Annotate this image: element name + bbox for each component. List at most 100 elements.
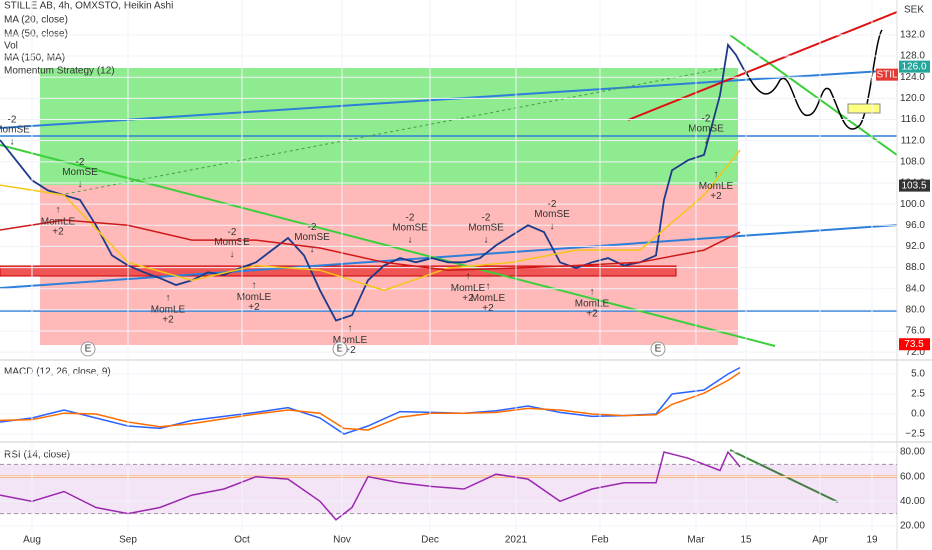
signal-arrow: ↑	[590, 287, 595, 298]
series-line	[0, 450, 741, 521]
signal-label: MomSE	[392, 223, 428, 234]
signal-arrow: ↑	[348, 323, 353, 334]
y-tick-label: 0.0	[911, 409, 925, 420]
signal-label: MomSE	[688, 124, 724, 135]
y-tick-label: 84.0	[906, 283, 926, 294]
signal-arrow: ↑	[486, 281, 491, 292]
ticker-label: STIL	[876, 69, 898, 80]
price-badge-label: 103.5	[901, 180, 926, 191]
x-tick-label: Oct	[234, 535, 250, 546]
price-badge	[899, 338, 930, 351]
signal-arrow: ↑	[56, 205, 61, 216]
signal-arrow: ↓	[310, 244, 315, 255]
y-tick-label: 80.0	[906, 305, 926, 316]
signal-label: MomLE	[451, 283, 486, 294]
signal-label: MomSE	[0, 125, 30, 136]
pane-title: MACD (12, 26, close, 9)	[4, 367, 111, 378]
y-tick-label: 96.0	[906, 220, 926, 231]
trend-line	[0, 69, 898, 129]
signal-label: MomLE	[471, 293, 506, 304]
series-line	[0, 42, 745, 322]
signal-label: MomSE	[62, 167, 98, 178]
legend-entry: MA (150, MA)	[4, 53, 65, 64]
signal-label: MomLE	[237, 292, 272, 303]
signal-label: MomLE	[333, 335, 368, 346]
signal-arrow: ↓	[10, 137, 15, 148]
signal-label: MomSE	[534, 209, 570, 220]
signal-count: +2	[586, 309, 598, 320]
rsi-band	[0, 464, 897, 514]
signal-arrow: ↓	[550, 221, 555, 232]
y-tick-label: 128.0	[900, 51, 925, 62]
trend-line	[0, 144, 776, 347]
trend-line	[627, 11, 898, 121]
price-badge-label: 126.0	[901, 61, 926, 72]
y-tick-label: 112.0	[901, 135, 926, 146]
legend-entry: Vol	[4, 41, 18, 52]
signal-arrow: ↓	[408, 235, 413, 246]
signal-count: -2	[308, 222, 317, 233]
legend-entry: MA (20, close)	[4, 15, 68, 26]
x-tick-label: 19	[866, 535, 878, 546]
signal-label: MomLE	[41, 217, 76, 228]
signal-label: MomLE	[151, 305, 186, 316]
currency: SEK	[904, 5, 924, 16]
short-zone	[40, 185, 738, 345]
y-tick-label: 76.0	[906, 326, 926, 337]
signal-count: +2	[162, 315, 174, 326]
y-tick-label: 2.5	[911, 389, 925, 400]
ticker-badge	[876, 68, 898, 81]
x-tick-label: 15	[740, 535, 752, 546]
signal-count: -2	[548, 199, 557, 210]
legend-entry: Momentum Strategy (12)	[4, 66, 115, 77]
pane-title: RSI (14, close)	[4, 450, 70, 461]
x-tick-label: Mar	[687, 535, 705, 546]
signal-arrow: ↓	[484, 235, 489, 246]
price-badge	[899, 60, 930, 73]
y-tick-label: 116.0	[901, 114, 926, 125]
target-box	[847, 103, 881, 114]
signal-arrow: ↓	[230, 249, 235, 260]
legend-entry: MA (50, close)	[4, 29, 68, 40]
signal-arrow: ↑	[714, 169, 719, 180]
y-tick-label: 92.0	[906, 241, 926, 252]
y-tick-label: 88.0	[906, 262, 926, 273]
y-tick-label: 60.00	[900, 471, 925, 482]
x-tick-label: Nov	[333, 535, 351, 546]
x-tick-label: Aug	[23, 535, 41, 546]
signal-arrow: ↓	[78, 179, 83, 190]
signal-label: MomSE	[468, 223, 504, 234]
signal-arrow: ↑	[466, 271, 471, 282]
trend-line	[0, 224, 898, 289]
y-tick-label: 108.0	[900, 156, 925, 167]
event-marker	[80, 341, 96, 357]
signal-count: +2	[710, 191, 722, 202]
y-tick-label: 72.0	[906, 347, 926, 358]
y-tick-label: 100.0	[900, 199, 925, 210]
projection-line	[59, 67, 726, 196]
signal-count: +2	[482, 303, 494, 314]
signal-arrow: ↑	[166, 293, 171, 304]
signal-label: MomSE	[294, 232, 330, 243]
x-tick-label: Sep	[119, 535, 137, 546]
y-tick-label: 80.00	[900, 447, 925, 458]
x-tick-label: Apr	[812, 535, 828, 546]
y-tick-label: 132.0	[900, 30, 925, 41]
y-tick-label: 124.0	[900, 72, 925, 83]
y-tick-label: 120.0	[900, 93, 925, 104]
event-marker	[650, 341, 666, 357]
y-tick-label: 5.0	[911, 369, 925, 380]
x-tick-label: Dec	[421, 535, 439, 546]
signal-arrow: ↑	[252, 280, 257, 291]
signal-label: MomSE	[214, 237, 250, 248]
x-tick-label: 2021	[505, 535, 528, 546]
series-line	[0, 371, 741, 431]
signal-label: MomLE	[699, 181, 734, 192]
x-tick-label: Feb	[591, 535, 609, 546]
signal-label: MomLE	[575, 299, 610, 310]
signal-count: +2	[344, 345, 356, 356]
signal-count: -2	[228, 227, 237, 238]
signal-count: -2	[702, 114, 711, 125]
signal-arrow: ↓	[704, 136, 709, 147]
